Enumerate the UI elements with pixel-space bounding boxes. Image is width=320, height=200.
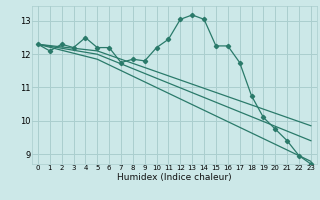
X-axis label: Humidex (Indice chaleur): Humidex (Indice chaleur) bbox=[117, 173, 232, 182]
